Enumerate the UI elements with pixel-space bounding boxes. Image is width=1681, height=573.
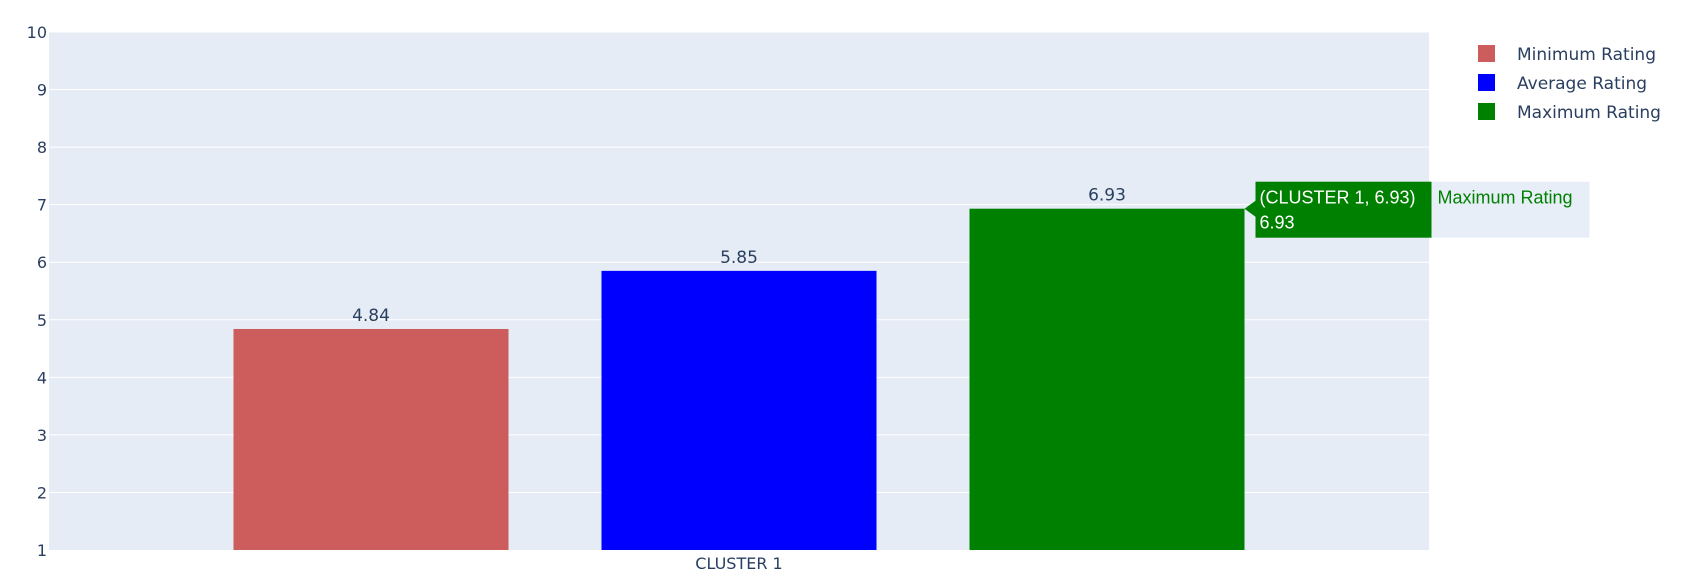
bar-value-label: 5.85 — [720, 248, 758, 268]
legend-label: Maximum Rating — [1517, 103, 1661, 123]
legend: Minimum Rating Average Rating Maximum Rati… — [1478, 45, 1661, 123]
bar-value-label: 6.93 — [1088, 186, 1126, 206]
bars — [233, 208, 1245, 550]
y-tick-label: 4 — [37, 368, 47, 387]
y-tick-label: 10 — [27, 23, 47, 42]
legend-label: Average Rating — [1517, 74, 1647, 94]
y-tick-label: 6 — [37, 253, 47, 272]
legend-swatch — [1478, 74, 1495, 91]
hover-name-box — [1431, 181, 1590, 238]
y-tick-label: 3 — [37, 426, 47, 445]
legend-swatch — [1478, 45, 1495, 62]
x-tick-label: CLUSTER 1 — [695, 554, 782, 573]
hover-value-text: 6.93 — [1260, 213, 1295, 233]
hover-pointer — [1244, 200, 1256, 217]
y-tick-label: 2 — [37, 483, 47, 502]
legend-label: Minimum Rating — [1517, 45, 1656, 65]
y-tick-label: 1 — [37, 541, 47, 560]
hover-point-text: (CLUSTER 1, 6.93) — [1260, 188, 1416, 208]
y-tick-label: 5 — [37, 311, 47, 330]
bar-value-label: 4.84 — [352, 306, 390, 326]
y-axis-ticks: 1 2 3 4 5 6 7 8 9 10 — [27, 23, 47, 560]
bar — [233, 328, 509, 550]
y-tick-label: 7 — [37, 196, 47, 215]
hover-series-text: Maximum Rating — [1438, 188, 1573, 208]
hover-tooltip: (CLUSTER 1, 6.93) 6.93 Maximum Rating — [1244, 181, 1590, 238]
bar-data-labels: 4.84 5.85 6.93 — [352, 186, 1126, 326]
y-tick-label: 8 — [37, 138, 47, 157]
bar — [601, 270, 877, 550]
bar — [969, 208, 1245, 550]
y-tick-label: 9 — [37, 81, 47, 100]
legend-swatch — [1478, 103, 1495, 120]
hover-box — [1255, 181, 1432, 238]
